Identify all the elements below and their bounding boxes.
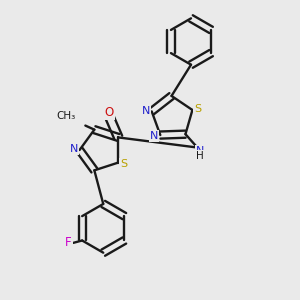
Text: S: S — [120, 159, 127, 169]
Text: H: H — [196, 151, 204, 161]
Text: N: N — [142, 106, 151, 116]
Text: N: N — [150, 131, 159, 141]
Text: S: S — [194, 104, 201, 114]
Text: N: N — [196, 146, 204, 156]
Text: O: O — [105, 106, 114, 119]
Text: CH₃: CH₃ — [56, 111, 76, 121]
Text: N: N — [70, 144, 78, 154]
Text: F: F — [65, 236, 72, 249]
